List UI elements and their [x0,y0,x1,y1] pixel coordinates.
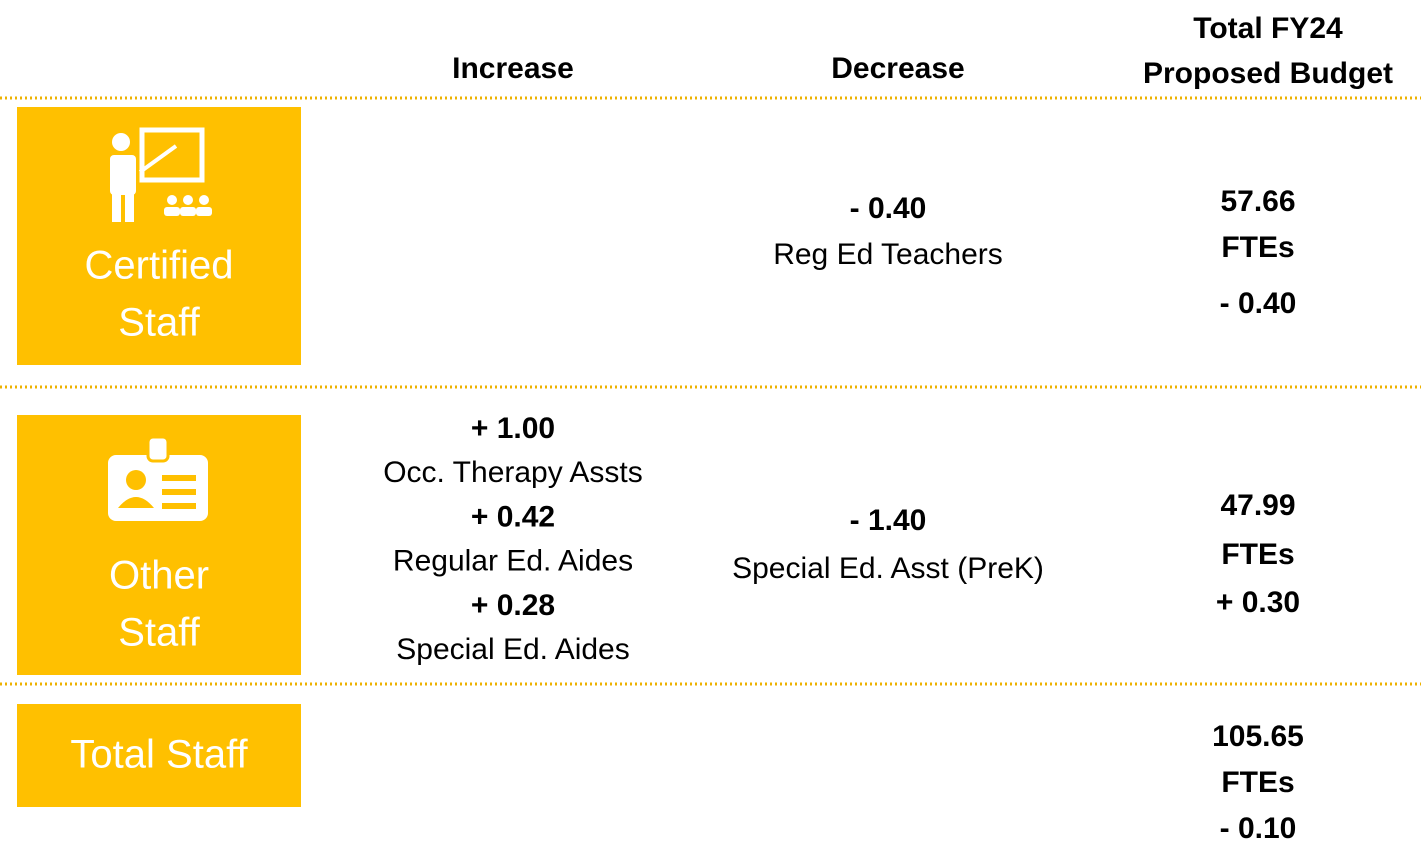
category-box [17,704,301,807]
increase-change: + 1.00 [471,412,555,445]
total-value: 47.99 [1220,489,1295,522]
total-value: 57.66 [1220,185,1295,218]
category-label: Certified [85,244,234,288]
increase-name: Special Ed. Aides [396,633,629,666]
badge-icon [108,435,208,521]
total-change: - 0.40 [1220,287,1297,320]
category-label: Staff [118,301,200,345]
dividers [0,96,1421,686]
decrease-change: - 0.40 [850,192,927,225]
header-total: Proposed Budget [1143,57,1393,90]
decrease-name: Reg Ed Teachers [773,238,1003,271]
decrease-change: - 1.40 [850,504,927,537]
total-unit: FTEs [1221,538,1294,571]
category-box [17,107,301,365]
header-total: Total FY24 [1193,12,1343,45]
total-unit: FTEs [1221,766,1294,799]
decrease-name: Special Ed. Asst (PreK) [732,552,1044,585]
total-value: 105.65 [1212,720,1304,753]
header-decrease: Decrease [831,52,964,85]
category-label: Total Staff [70,733,248,777]
total-change: + 0.30 [1216,586,1300,619]
category-label: Other [109,554,209,598]
increase-name: Regular Ed. Aides [393,544,633,577]
increase-name: Occ. Therapy Assts [383,456,643,489]
increase-change: + 0.28 [471,589,555,622]
total-unit: FTEs [1221,231,1294,264]
total-change: - 0.10 [1220,812,1297,843]
header-increase: Increase [452,52,574,85]
teacher-icon [110,127,212,222]
increase-change: + 0.42 [471,500,555,533]
category-label: Staff [118,611,200,655]
